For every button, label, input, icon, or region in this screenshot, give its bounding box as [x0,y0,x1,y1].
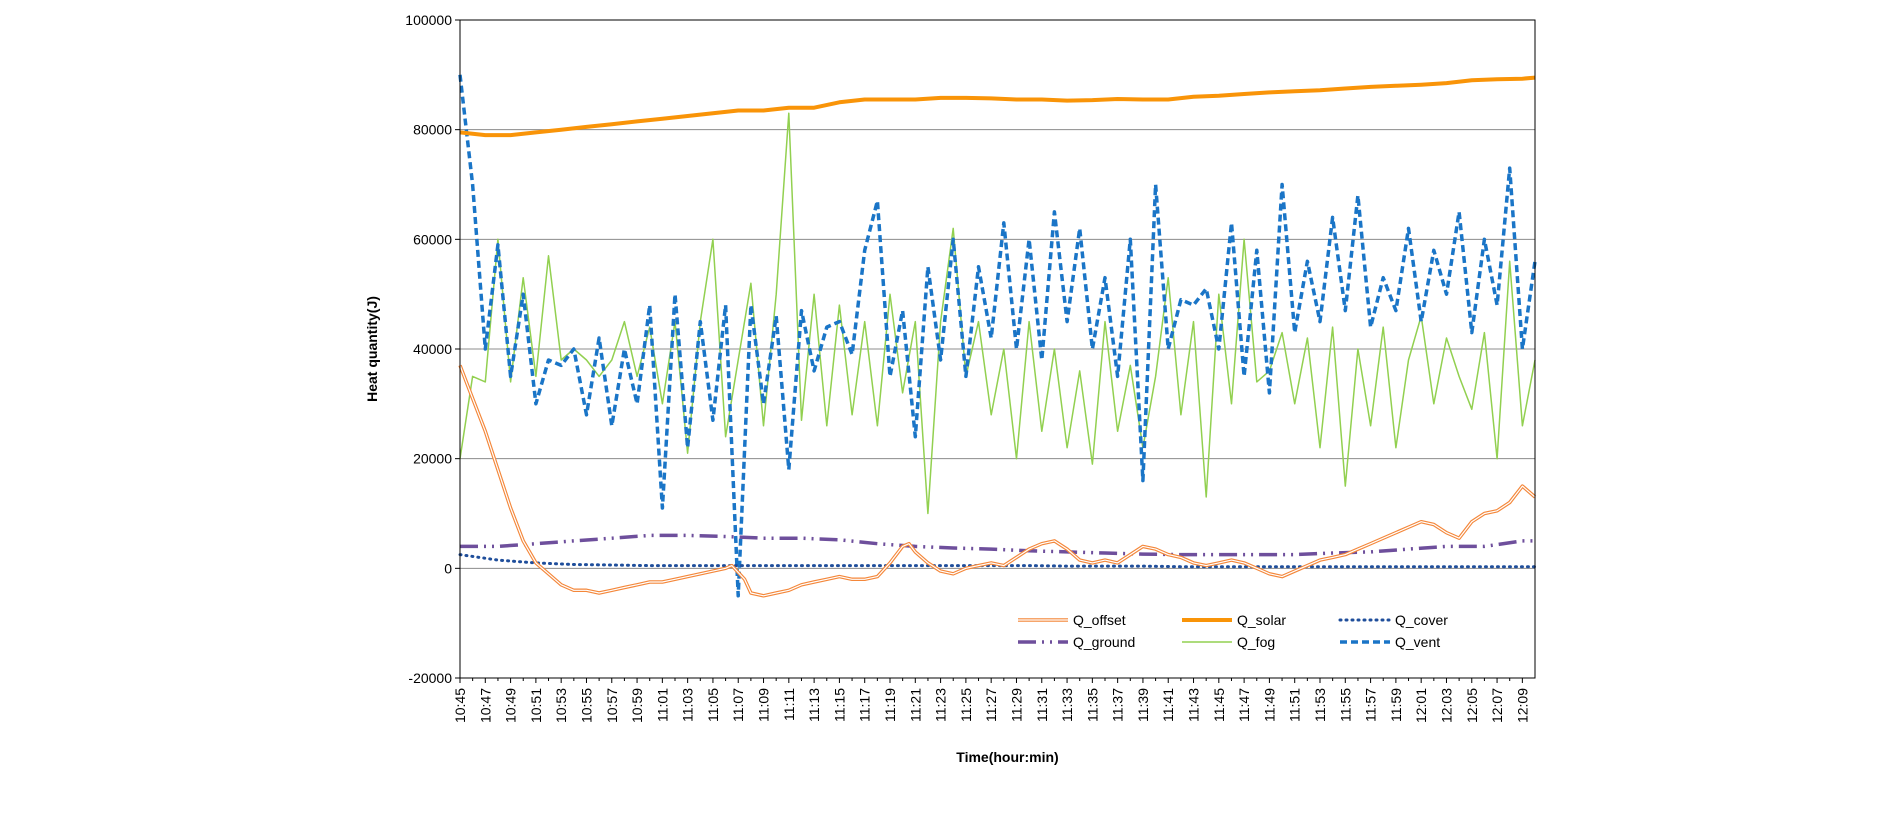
series-line [460,533,1535,557]
x-tick-label: 11:31 [1034,688,1050,722]
x-tick-label: 12:07 [1489,688,1505,723]
x-tick-label: 11:33 [1059,688,1075,722]
series-line [459,365,1536,597]
legend-label: Q_offset [1073,612,1126,628]
x-tick-label: 11:01 [654,688,670,722]
x-tick-label: 11:23 [933,688,949,722]
legend-item: Q_cover [1338,612,1448,628]
x-tick-label: 11:09 [756,688,772,722]
series-q-solar [459,75,1536,138]
x-tick-label: 10:59 [629,688,645,723]
legend-item: Q_ground [1018,634,1135,650]
plot-area-frame [459,19,1536,679]
legend-item: Q_solar [1182,612,1286,628]
x-tick-label: 11:29 [1008,688,1024,722]
x-tick-label: 11:53 [1312,688,1328,722]
legend-label: Q_ground [1073,634,1135,650]
x-tick-label: 10:55 [578,688,594,723]
x-tick-label: 11:13 [806,688,822,722]
x-tick-label: 10:45 [452,688,468,723]
legend-label: Q_cover [1395,612,1448,628]
x-tick-label: 11:51 [1287,688,1303,722]
y-tick-label: 0 [444,560,452,576]
x-tick-label: 11:25 [958,688,974,722]
x-tick-label: 10:47 [477,688,493,723]
legend-item: Q_vent [1340,634,1440,650]
x-tick-label: 11:19 [882,688,898,722]
series-q-ground [460,533,1535,557]
x-tick-label: 11:57 [1363,688,1379,722]
x-tick-label: 10:51 [528,688,544,723]
series-line [459,75,1536,138]
series-q-offset [458,364,1537,598]
x-tick-label: 11:17 [857,688,873,722]
x-tick-label: 12:03 [1438,688,1454,723]
x-axis-title: Time(hour:min) [956,749,1058,765]
legend-item: Q_fog [1182,634,1275,650]
x-tick-label: 11:41 [1160,688,1176,722]
series-q-fog [459,112,1536,515]
y-tick-label: 40000 [413,341,452,357]
x-tick-label: 11:15 [831,688,847,722]
x-tick-label: 11:21 [907,688,923,722]
x-tick-label: 11:59 [1388,688,1404,722]
x-axis-ticks: 10:45 10:47 10:49 10:51 10:53 10:55 10:57 10:59… [452,678,1530,723]
x-tick-label: 11:45 [1211,688,1227,722]
x-tick-label: 11:43 [1186,688,1202,722]
x-tick-label: 11:11 [781,688,797,721]
gridlines [460,129,1535,569]
legend-label: Q_solar [1237,612,1286,628]
x-tick-label: 11:55 [1337,688,1353,722]
x-tick-label: 11:47 [1236,688,1252,722]
y-tick-label: 60000 [413,231,452,247]
y-tick-label: 100000 [405,12,452,28]
x-tick-label: 11:27 [983,688,999,722]
x-tick-label: 12:05 [1464,688,1480,723]
x-tick-label: 11:07 [730,688,746,722]
legend-label: Q_vent [1395,634,1440,650]
x-tick-label: 11:05 [705,688,721,722]
x-tick-label: 10:53 [553,688,569,723]
x-tick-label: 11:49 [1261,688,1277,722]
x-tick-label: 11:37 [1110,688,1126,722]
legend-label: Q_fog [1237,634,1275,650]
series-line [459,112,1536,515]
x-tick-label: 11:03 [680,688,696,722]
x-tick-label: 11:35 [1084,688,1100,722]
legend-item: Q_offset [1018,612,1126,628]
series-q-vent [458,74,1537,598]
y-axis-title: Heat quantity(J) [364,296,380,402]
legend: Q_offset Q_solar Q_cover Q_ground Q_fog Q_ven… [1018,612,1448,650]
x-tick-label: 12:01 [1413,688,1429,723]
x-tick-label: 10:57 [604,688,620,723]
series-layer [458,74,1537,598]
y-tick-label: 20000 [413,451,452,467]
y-axis-ticks: -20000 0 20000 40000 60000 80000 100000 [405,12,460,686]
x-tick-label: 10:49 [503,688,519,723]
y-tick-label: 80000 [413,122,452,138]
y-tick-label: -20000 [408,670,452,686]
x-tick-label: 11:39 [1135,688,1151,722]
x-tick-label: 12:09 [1514,688,1530,723]
series-line [458,74,1537,598]
